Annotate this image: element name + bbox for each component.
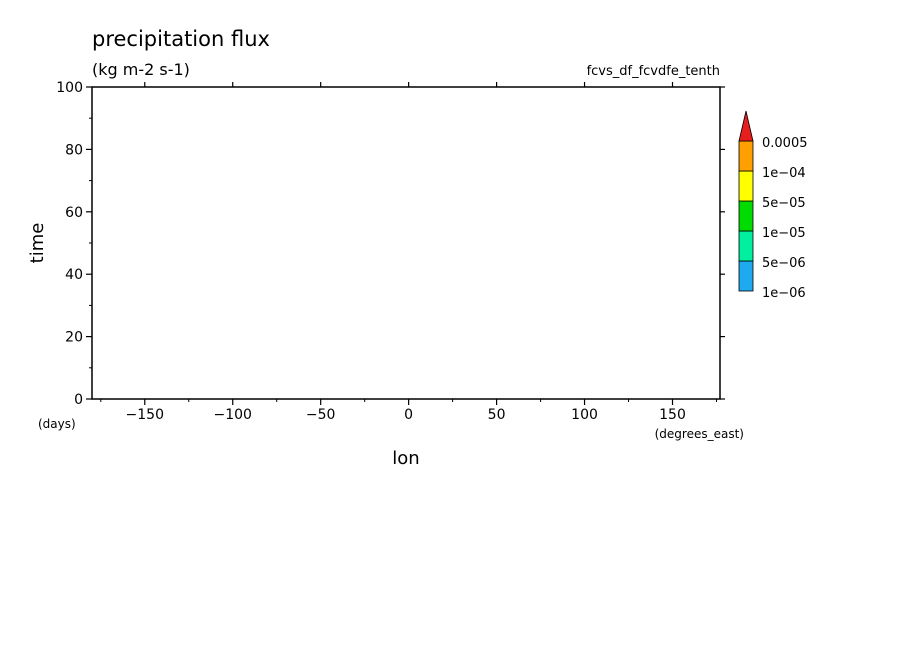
y-axis-label: time xyxy=(27,223,48,264)
colorbar-swatch xyxy=(738,200,754,232)
x-tick-label: 50 xyxy=(488,407,506,423)
colorbar: 1e−06 5e−06 1e−05 5e−05 1e−04 0.0005 xyxy=(738,110,808,301)
y-axis-units: (days) xyxy=(38,417,76,431)
x-tick-label: −100 xyxy=(214,407,252,423)
dataset-label: fcvs_df_fcvdfe_tenth xyxy=(587,64,720,79)
y-tick-label: 60 xyxy=(65,205,83,221)
x-axis-units: (degrees_east) xyxy=(655,427,744,441)
y-axis: 0 20 40 60 80 100 xyxy=(56,80,725,408)
x-tick-label: −50 xyxy=(306,407,336,423)
x-axis: −150 −100 −50 0 50 100 150 xyxy=(100,82,717,423)
colorbar-level-label: 1e−05 xyxy=(762,226,806,241)
colorbar-swatch xyxy=(738,140,754,172)
heatmap-field xyxy=(92,87,720,399)
colorbar-level-label: 1e−04 xyxy=(762,166,806,181)
x-tick-label: 100 xyxy=(571,407,598,423)
x-axis-label: lon xyxy=(392,448,419,469)
colorbar-extend-triangle xyxy=(738,110,754,142)
colorbar-level-label: 5e−06 xyxy=(762,256,806,271)
y-tick-label: 0 xyxy=(74,392,83,408)
x-tick-label: 150 xyxy=(659,407,686,423)
x-tick-label: −150 xyxy=(126,407,164,423)
colorbar-swatch xyxy=(738,260,754,292)
y-tick-label: 20 xyxy=(65,330,83,346)
colorbar-swatch xyxy=(738,170,754,202)
colorbar-level-label: 0.0005 xyxy=(762,136,808,151)
y-tick-label: 40 xyxy=(65,267,83,283)
y-tick-label: 100 xyxy=(56,80,83,96)
colorbar-swatch xyxy=(738,230,754,262)
colorbar-level-label: 1e−06 xyxy=(762,286,806,301)
y-tick-label: 80 xyxy=(65,142,83,158)
colorbar-level-label: 5e−05 xyxy=(762,196,806,211)
chart-title: precipitation flux xyxy=(92,27,270,51)
x-tick-label: 0 xyxy=(404,407,413,423)
chart-units-subtitle: (kg m-2 s-1) xyxy=(92,60,190,79)
